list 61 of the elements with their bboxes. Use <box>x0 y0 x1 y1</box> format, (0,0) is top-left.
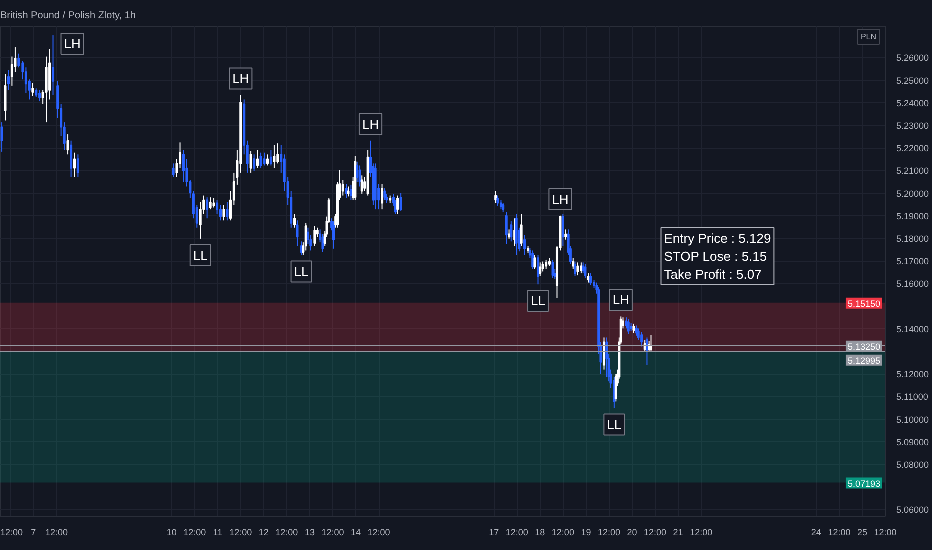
x-tick-label: 14 <box>350 528 362 538</box>
y-tick-label: 5.23000 <box>896 120 930 131</box>
legend-label: 5.12995 <box>848 356 881 366</box>
x-tick-label: 12:00 <box>690 528 713 538</box>
y-axis-title: PLN <box>860 32 877 42</box>
x-tick-label: 17 <box>489 528 500 538</box>
x-tick-label: 11 <box>213 528 223 538</box>
x-tick-label: 24 <box>811 528 822 538</box>
y-tick-label: 5.08000 <box>896 460 930 470</box>
y-tick-label: 5.21000 <box>896 166 930 176</box>
y-tick-label: 5.12000 <box>896 370 930 380</box>
band-label: 5.15150 <box>848 298 881 309</box>
annotation: LH <box>552 192 569 207</box>
y-tick-label: 5.10000 <box>896 414 930 425</box>
x-tick-label: 12:00 <box>874 528 897 538</box>
annotation: LL <box>193 248 208 263</box>
band-label: 5.07193 <box>848 478 881 489</box>
annotation: LL <box>294 264 309 280</box>
x-tick-label: 18 <box>535 528 546 538</box>
annotation: LH <box>64 36 81 52</box>
x-tick-label: 12:00 <box>184 528 206 538</box>
y-tick-label: 5.24000 <box>896 98 930 108</box>
y-tick-label: 5.19000 <box>896 211 930 222</box>
y-tick-label: 5.14000 <box>896 324 930 334</box>
x-tick-label: 12:00 <box>644 528 667 538</box>
x-tick-label: 20 <box>627 528 638 538</box>
y-tick-label: 5.17000 <box>896 256 930 267</box>
x-tick-label: 10 <box>166 528 177 538</box>
y-tick-label: 5.26000 <box>896 53 930 64</box>
x-tick-label: 12:00 <box>368 528 390 538</box>
x-tick-label: 12:00 <box>552 528 574 538</box>
y-tick-label: 5.09000 <box>896 437 930 448</box>
x-tick-label: 25 <box>857 528 868 538</box>
chart-title: British Pound / Polish Zloty, 1h <box>0 10 136 22</box>
x-tick-label: 19 <box>581 528 592 538</box>
annotation: LH <box>612 292 630 308</box>
y-tick-label: 5.06000 <box>896 505 930 516</box>
annotation: LH <box>362 116 380 132</box>
ref-line-label: 5.13250 <box>848 342 881 352</box>
y-tick-label: 5.22000 <box>896 144 930 154</box>
annotation: LL <box>607 417 622 432</box>
annotation: LL <box>531 294 546 309</box>
y-tick-label: 5.18000 <box>896 234 930 244</box>
x-tick-label: 12:00 <box>598 528 621 538</box>
y-tick-label: 5.20000 <box>896 188 930 199</box>
y-tick-label: 5.16000 <box>896 279 930 290</box>
x-tick-label: 12:00 <box>276 528 298 538</box>
x-tick-label: 12 <box>258 528 269 538</box>
x-tick-label: 12:00 <box>506 528 528 538</box>
x-tick-label: 12:00 <box>0 528 24 538</box>
annotation: Entry Price : 5.129 STOP Lose : 5.15 Take Profit : 5.07 <box>664 230 772 282</box>
x-tick-label: 7 <box>31 528 36 538</box>
x-tick-label: 12:00 <box>45 528 68 538</box>
x-tick-label: 21 <box>673 528 684 538</box>
x-tick-label: 12:00 <box>230 528 252 538</box>
x-tick-label: 13 <box>304 528 315 538</box>
x-tick-label: 12:00 <box>828 528 851 538</box>
y-tick-label: 5.11000 <box>896 392 928 402</box>
annotation: LH <box>232 71 250 86</box>
y-tick-label: 5.25000 <box>896 76 930 86</box>
x-tick-label: 12:00 <box>322 528 344 538</box>
